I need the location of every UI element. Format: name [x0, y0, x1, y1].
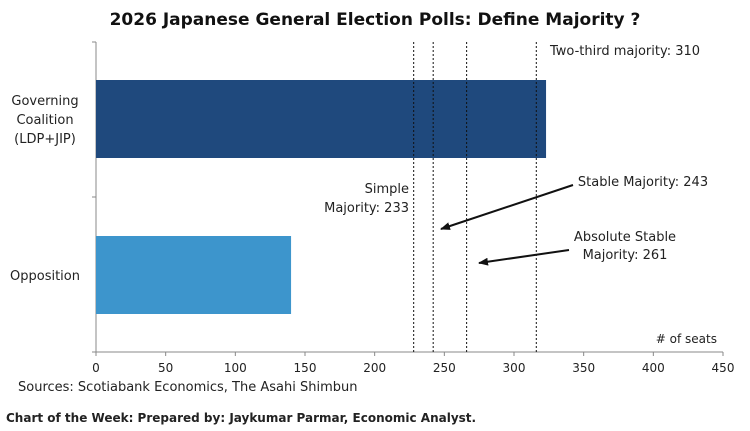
x-tick-label: 100: [224, 361, 247, 375]
source-note: Sources: Scotiabank Economics, The Asahi…: [18, 380, 358, 395]
x-tick-label: 150: [294, 361, 317, 375]
stable-majority-arrow: [440, 184, 574, 230]
x-tick-label: 200: [363, 361, 386, 375]
chart-title: 2026 Japanese General Election Polls: De…: [109, 10, 641, 30]
footer-note: Chart of the Week: Prepared by: Jaykumar…: [6, 411, 477, 425]
x-tick-label: 250: [433, 361, 456, 375]
x-tick-label: 350: [572, 361, 595, 375]
x-tick-label: 300: [503, 361, 526, 375]
category-label: Governing: [11, 94, 78, 109]
reference-label: Two-third majority: 310: [549, 44, 700, 59]
reference-label: Absolute Stable: [574, 230, 676, 245]
category-label: (LDP+JIP): [14, 132, 76, 147]
x-tick-label: 0: [92, 361, 100, 375]
x-axis-label: # of seats: [656, 332, 717, 346]
x-tick-label: 50: [158, 361, 173, 375]
x-tick-label: 450: [712, 361, 735, 375]
bar-0: [96, 80, 547, 158]
category-label: Opposition: [10, 269, 80, 284]
x-tick-label: 400: [642, 361, 665, 375]
reference-label: Simple: [365, 182, 409, 197]
reference-label: Stable Majority: 243: [578, 175, 708, 190]
absolute-stable-majority-arrow: [478, 249, 570, 266]
reference-label: Majority: 233: [324, 201, 409, 216]
bar-1: [96, 236, 292, 314]
reference-label: Majority: 261: [583, 248, 668, 263]
category-label: Coalition: [16, 113, 73, 128]
